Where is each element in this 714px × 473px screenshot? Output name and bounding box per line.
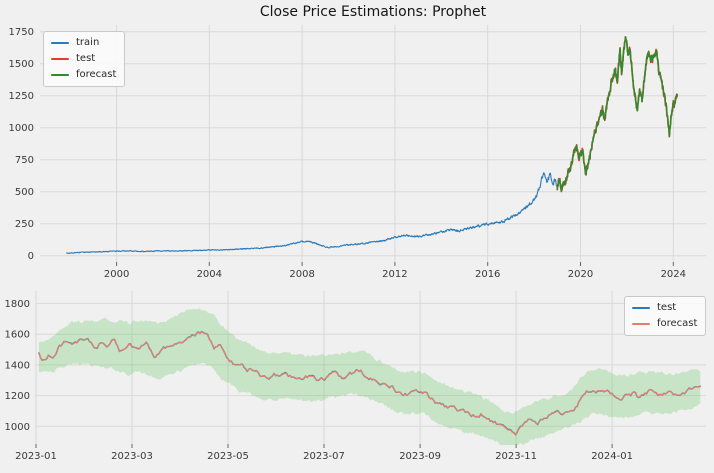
legend-item-test: test: [51, 52, 116, 66]
legend-label-test: test: [657, 302, 677, 313]
uncertainty-band: [38, 308, 701, 445]
x-tick-label: 2016: [475, 269, 500, 280]
legend-label-test: test: [76, 53, 96, 64]
x-tick-label: 2024-01: [591, 451, 633, 462]
forecast-line-swatch-icon: [632, 323, 650, 325]
legend-label-forecast: forecast: [76, 69, 117, 80]
x-tick-label: 2023-05: [207, 451, 249, 462]
y-tick-label: 1000: [9, 123, 34, 134]
legend-label-train: train: [76, 37, 100, 48]
data-layer: [66, 36, 679, 254]
test-line: [556, 36, 679, 193]
data-layer: [38, 308, 701, 445]
bottom-legend: test forecast: [624, 296, 707, 336]
x-tick-label: 2023-07: [303, 451, 345, 462]
y-tick-label: 0: [28, 251, 34, 262]
bottom-plot-area: 2023-01 2023-03 2023-05 2023-07 2023-09 2023-…: [5, 291, 706, 462]
forecast-line: [38, 331, 701, 436]
y-tick-label: 1250: [9, 91, 34, 102]
x-tick-label: 2012: [382, 269, 407, 280]
x-tick-label: 2023-03: [111, 451, 153, 462]
y-tick-label: 1000: [5, 422, 30, 433]
x-tick-label: 2023-09: [399, 451, 441, 462]
x-tick-label: 2024: [661, 269, 686, 280]
y-tick-label: 750: [15, 155, 34, 166]
legend-item-forecast: forecast: [51, 68, 116, 82]
y-tick-label: 1200: [5, 391, 30, 402]
legend-item-test: test: [632, 301, 697, 315]
top-plot-area: 2000 2004 2008 2012 2016 2020 2024 0 250 500 750 10…: [9, 25, 706, 280]
x-tick-label: 2023-01: [15, 451, 57, 462]
test-line-swatch-icon: [632, 307, 650, 309]
forecast-line-swatch-icon: [51, 74, 69, 76]
top-legend: train test forecast: [43, 31, 126, 87]
legend-label-forecast: forecast: [657, 318, 698, 329]
x-tick-label: 2023-11: [495, 451, 537, 462]
y-tick-label: 1500: [9, 59, 34, 70]
x-tick-label: 2000: [104, 269, 129, 280]
y-tick-label: 250: [15, 219, 34, 230]
y-tick-label: 500: [15, 187, 34, 198]
test-line-swatch-icon: [51, 58, 69, 60]
chart-title: Close Price Estimations: Prophet: [259, 4, 487, 20]
y-tick-label: 1800: [5, 299, 30, 310]
x-tick-label: 2004: [197, 269, 222, 280]
y-tick-label: 1750: [9, 27, 34, 38]
y-tick-label: 1400: [5, 360, 30, 371]
y-tick-label: 1600: [5, 330, 30, 341]
x-tick-label: 2008: [289, 269, 314, 280]
x-tick-label: 2020: [568, 269, 593, 280]
legend-item-train: train: [51, 36, 116, 50]
legend-item-forecast: forecast: [632, 317, 697, 331]
forecast-line: [556, 36, 678, 192]
train-line: [66, 172, 558, 254]
train-line-swatch-icon: [51, 42, 69, 44]
